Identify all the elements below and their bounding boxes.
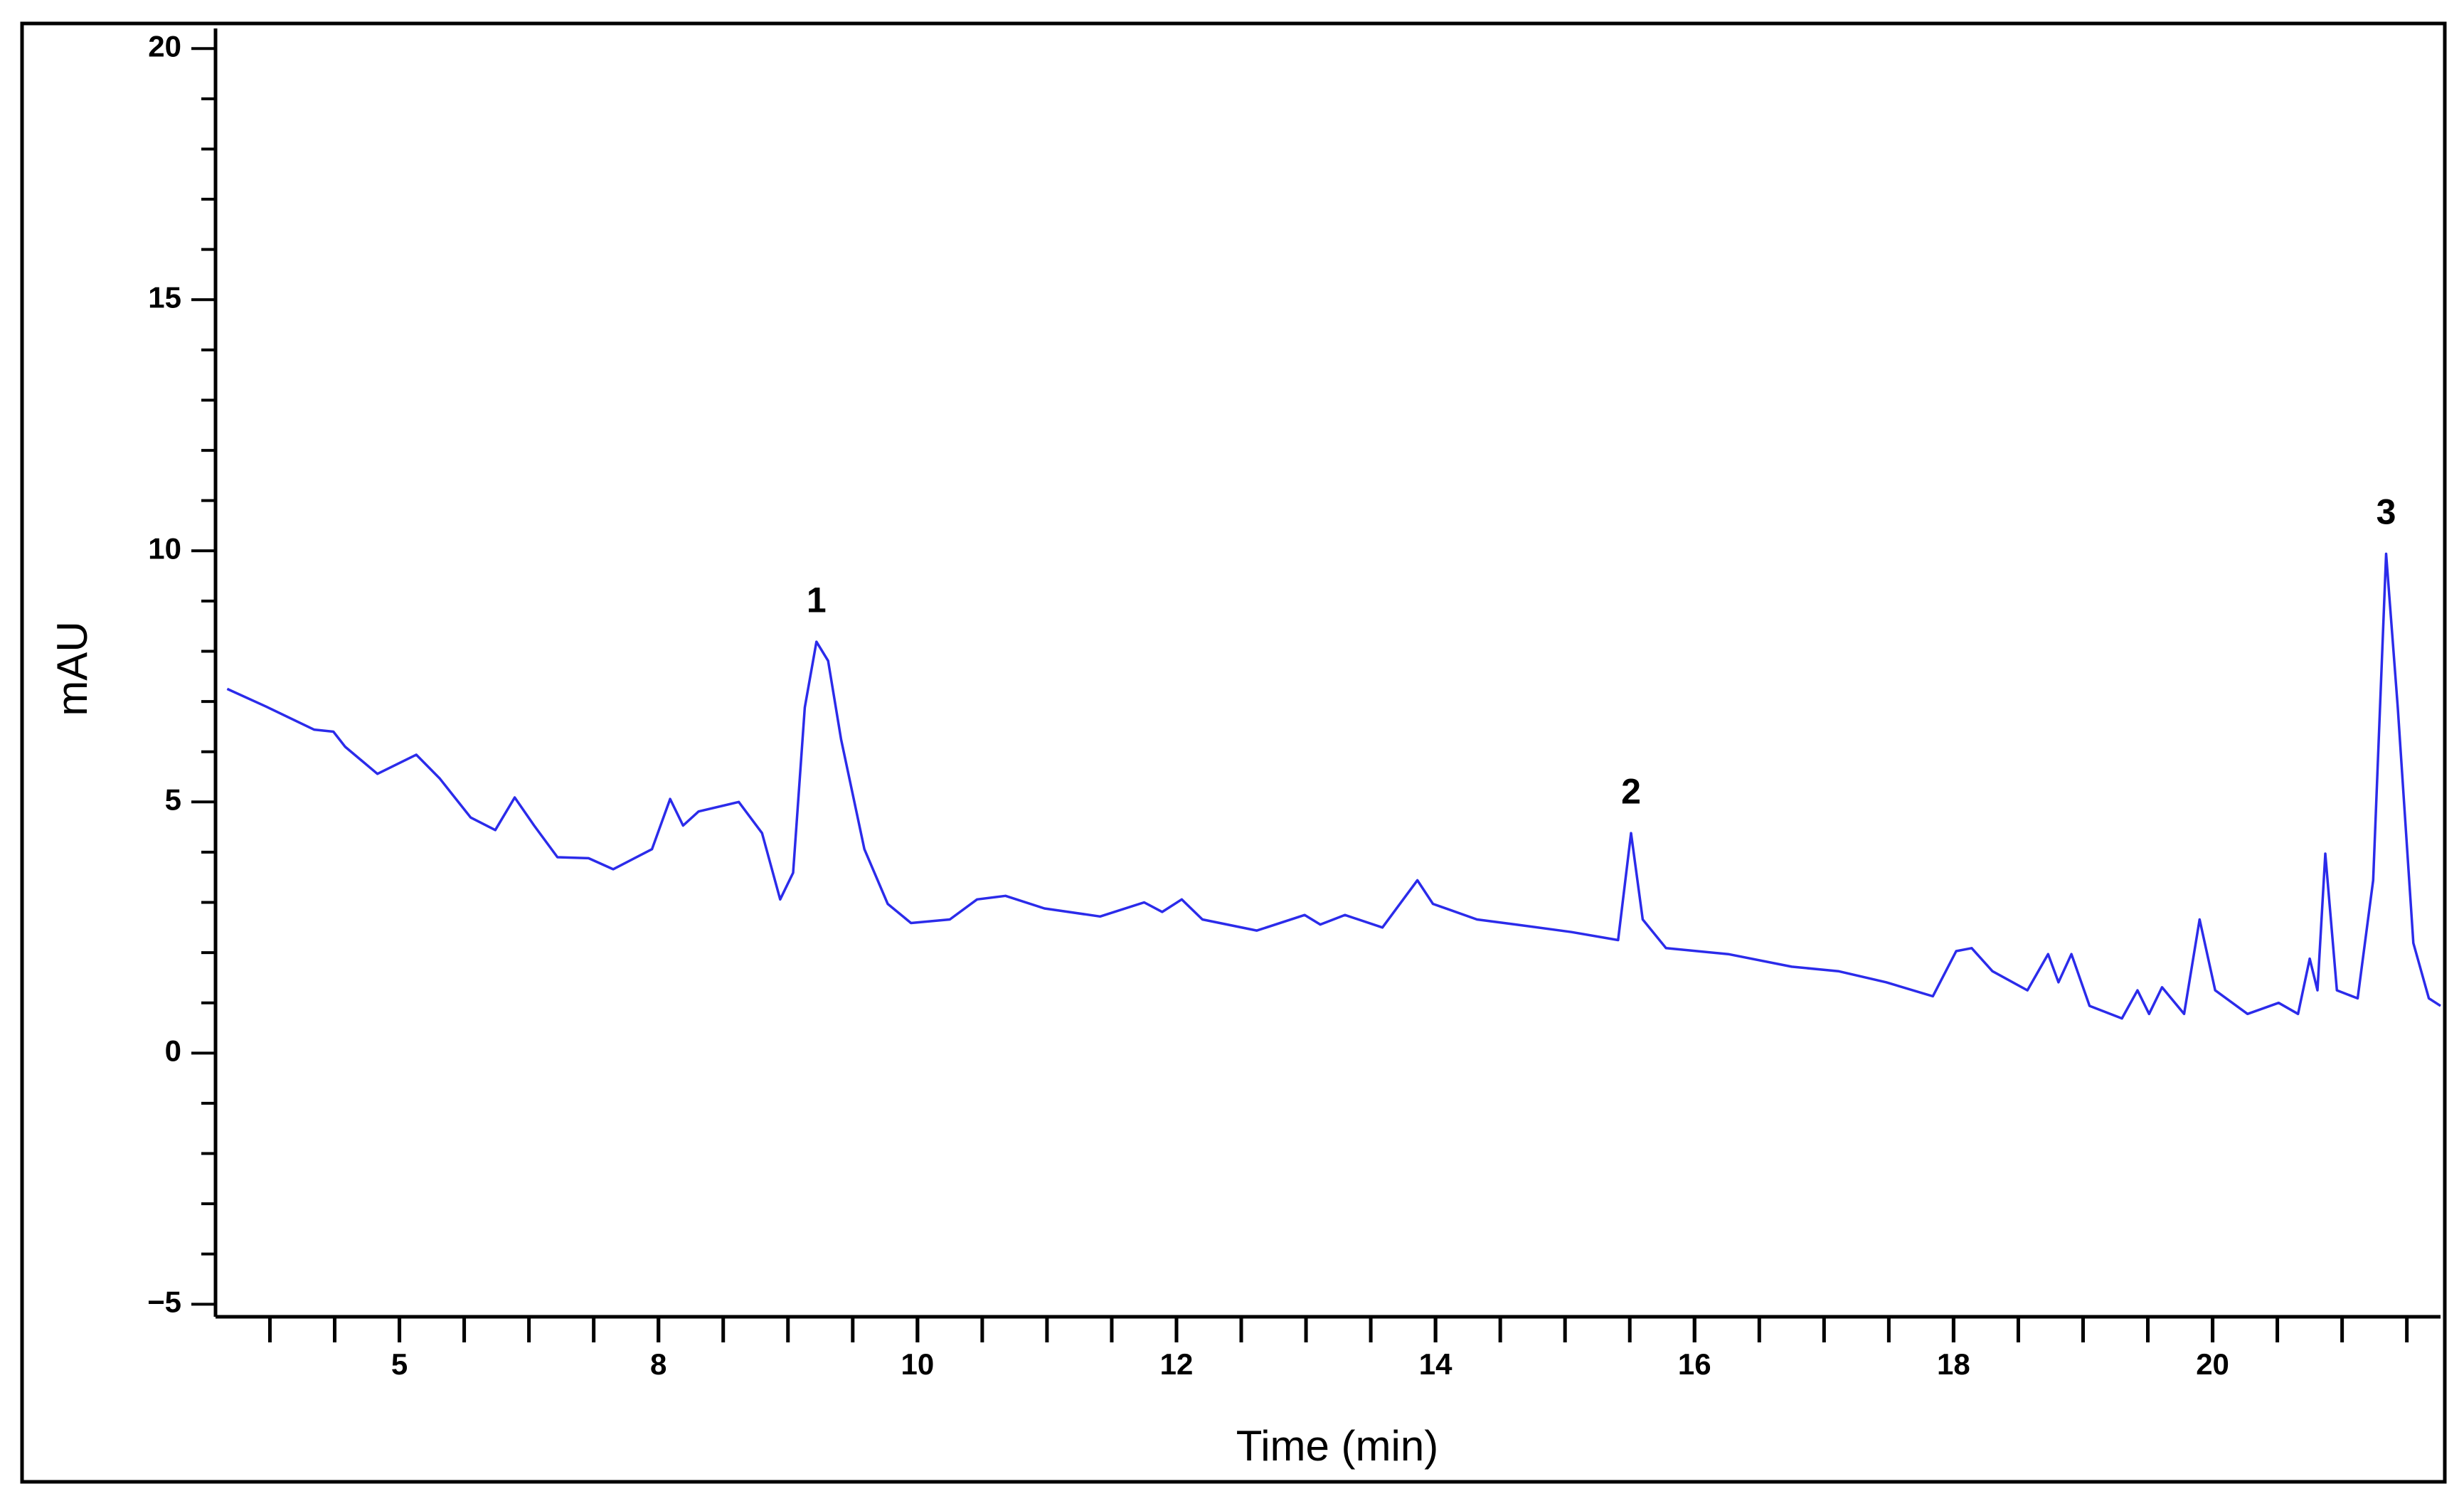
y-tick-label: 0 — [165, 1034, 181, 1067]
y-axis-title: mAU — [48, 621, 96, 716]
peak-label: 3 — [2377, 492, 2396, 532]
x-tick-label: 16 — [1678, 1347, 1711, 1381]
x-tick-label: 5 — [391, 1347, 408, 1381]
peak-label: 1 — [807, 580, 827, 620]
y-tick-label: 15 — [148, 280, 181, 314]
x-tick-label: 10 — [901, 1347, 934, 1381]
trace-line — [226, 552, 2441, 1020]
x-tick-label: 14 — [1419, 1347, 1453, 1381]
x-tick-label: 18 — [1937, 1347, 1970, 1381]
x-axis-title: Time (min) — [1236, 1422, 1438, 1470]
y-tick-label: 10 — [148, 531, 181, 565]
y-tick-label: −5 — [147, 1285, 181, 1318]
x-tick-label: 20 — [2196, 1347, 2229, 1381]
x-tick-label: 12 — [1160, 1347, 1194, 1381]
x-tick-label: 8 — [650, 1347, 667, 1381]
outer-frame — [20, 21, 2447, 1484]
y-tick-label: 20 — [148, 29, 181, 63]
y-tick-label: 5 — [165, 783, 181, 816]
peak-label: 2 — [1621, 771, 1641, 811]
